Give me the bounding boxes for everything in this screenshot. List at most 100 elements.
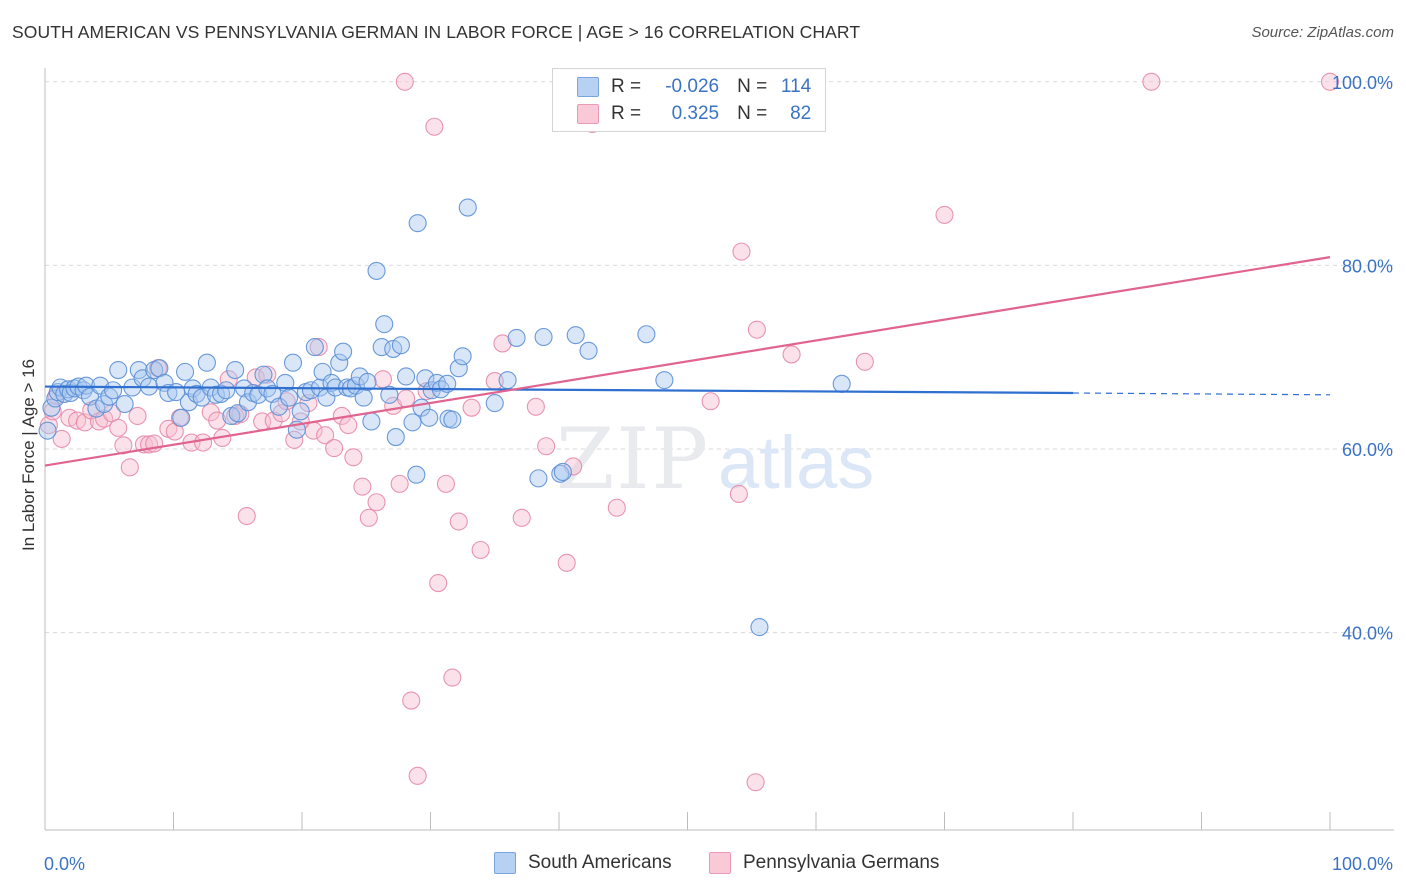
south-americans-point: [334, 342, 353, 361]
pennsylvania-germans-point: [367, 493, 386, 512]
south-americans-point: [407, 465, 426, 484]
pennsylvania-germans-point: [120, 458, 139, 477]
south-americans-point: [197, 353, 216, 372]
south-americans-point: [291, 402, 310, 421]
south-americans-point: [553, 462, 572, 482]
y-tick-label: 80.0%: [1342, 256, 1393, 276]
legend-n-value: 82: [790, 103, 812, 124]
chart-title: SOUTH AMERICAN VS PENNSYLVANIA GERMAN IN…: [12, 22, 861, 42]
y-axis-title: In Labor Force | Age > 16: [19, 359, 38, 551]
south-americans-point: [330, 353, 349, 372]
pennsylvania-germans-point: [258, 365, 277, 384]
legend-n-label: N =: [737, 103, 768, 124]
south-americans-point: [358, 372, 377, 392]
pennsylvania-germans-point: [39, 416, 58, 435]
legend-swatch-blue: [494, 852, 516, 874]
south-americans-point: [375, 315, 394, 334]
legend-n-label: N =: [737, 76, 768, 97]
pennsylvania-germans-point: [1320, 72, 1340, 91]
pennsylvania-germans-point: [309, 338, 328, 357]
pennsylvania-germans-point: [325, 439, 344, 458]
south-americans-point: [485, 394, 504, 413]
south-americans-point: [529, 469, 548, 488]
pennsylvania-germans-point: [52, 429, 71, 448]
south-americans-point: [192, 388, 211, 407]
south-americans-point: [453, 347, 472, 366]
pennsylvania-germans-point: [782, 345, 801, 364]
pennsylvania-germans-point: [208, 411, 227, 430]
pennsylvania-germans-point: [237, 506, 256, 526]
south-americans-point: [534, 327, 553, 347]
pennsylvania-germans-point: [747, 320, 766, 339]
south-americans-point: [77, 376, 96, 395]
stats-legend: R = -0.026 N = 114 R = 0.325 N = 82: [552, 68, 826, 132]
pennsylvania-germans-points: [39, 72, 1340, 792]
pennsylvania-germans-point: [449, 512, 468, 531]
pennsylvania-germans-trend-line: [44, 256, 1331, 467]
pennsylvania-germans-point: [462, 398, 481, 417]
source-label: Source: ZipAtlas.com: [1251, 24, 1394, 41]
pennsylvania-germans-point: [471, 540, 490, 560]
south-americans-point: [38, 421, 57, 440]
legend-r-value: 0.325: [671, 103, 720, 124]
legend-label: South Americans: [528, 852, 672, 873]
pennsylvania-germans-point: [493, 334, 512, 353]
pennsylvania-germans-point: [746, 773, 765, 792]
legend-row-south-americans: R = -0.026 N = 114: [577, 75, 811, 99]
watermark: ZIP atlas: [556, 410, 874, 508]
pennsylvania-germans-point: [429, 573, 448, 593]
legend-r-label: R =: [611, 103, 642, 124]
legend-r-label: R =: [611, 76, 642, 97]
south-americans-point: [403, 413, 422, 432]
pennsylvania-germans-point: [194, 433, 213, 452]
pennsylvania-germans-point: [316, 426, 335, 445]
pennsylvania-germans-point: [373, 370, 393, 389]
watermark-atlas: atlas: [718, 421, 874, 504]
pennsylvania-germans-point: [68, 411, 87, 430]
pennsylvania-germans-point: [729, 484, 748, 504]
south-americans-point: [408, 214, 427, 233]
south-americans-point: [172, 408, 191, 427]
y-tick-label: 60.0%: [1342, 440, 1393, 460]
pennsylvania-germans-point: [607, 498, 626, 517]
pennsylvania-germans-point: [109, 418, 128, 437]
legend-swatch-pink: [577, 104, 599, 124]
south-americans-point: [579, 341, 598, 360]
pennsylvania-germans-point: [732, 242, 751, 261]
pennsylvania-germans-point: [443, 668, 462, 687]
south-americans-point: [159, 383, 178, 403]
pennsylvania-germans-point: [436, 474, 455, 493]
pennsylvania-germans-point: [359, 508, 378, 527]
south-americans-point: [109, 360, 128, 380]
pennsylvania-germans-point: [855, 352, 874, 371]
south-americans-point: [637, 325, 656, 344]
south-americans-trend-line: [44, 385, 1074, 395]
south-americans-point: [458, 198, 477, 217]
legend-item-south-americans: South Americans: [494, 852, 672, 874]
legend-r-value: -0.026: [665, 76, 720, 97]
pennsylvania-germans-point: [395, 72, 414, 91]
legend-label: Pennsylvania Germans: [743, 852, 940, 873]
series-legend: South Americans Pennsylvania Germans: [0, 852, 1406, 878]
south-americans-point: [305, 338, 324, 357]
south-americans-point: [354, 388, 373, 407]
watermark-zip: ZIP: [556, 410, 710, 508]
south-americans-point: [362, 412, 381, 431]
south-americans-point: [386, 428, 405, 447]
pennsylvania-germans-point: [353, 477, 372, 496]
south-americans-point: [206, 385, 225, 404]
south-americans-point: [832, 374, 851, 393]
south-americans-point: [551, 464, 570, 483]
pennsylvania-germans-point: [512, 508, 531, 527]
tick-labels: 40.0% 60.0% 80.0% 100.0% 0.0% 100.0%: [44, 73, 1393, 874]
pennsylvania-germans-point: [402, 691, 421, 710]
south-americans-point: [449, 359, 468, 378]
pennsylvania-germans-point: [537, 437, 556, 456]
x-tick-label: 0.0%: [44, 854, 85, 874]
pennsylvania-germans-point: [397, 389, 416, 408]
axes: [44, 68, 1394, 831]
pennsylvania-germans-point: [526, 397, 545, 416]
south-americans-point: [217, 381, 236, 400]
south-americans-points: [38, 198, 851, 637]
